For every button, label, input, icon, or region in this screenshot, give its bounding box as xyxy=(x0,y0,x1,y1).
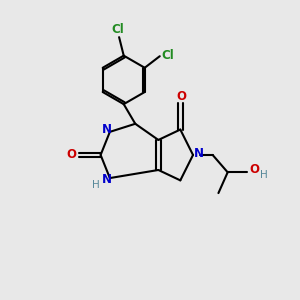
Text: Cl: Cl xyxy=(161,49,174,62)
Text: N: N xyxy=(101,173,111,186)
Text: O: O xyxy=(67,148,77,161)
Text: Cl: Cl xyxy=(112,22,124,36)
Text: N: N xyxy=(194,147,204,160)
Text: O: O xyxy=(176,90,187,103)
Text: N: N xyxy=(101,123,111,136)
Text: H: H xyxy=(260,169,267,180)
Text: O: O xyxy=(249,164,259,176)
Text: H: H xyxy=(92,180,100,190)
